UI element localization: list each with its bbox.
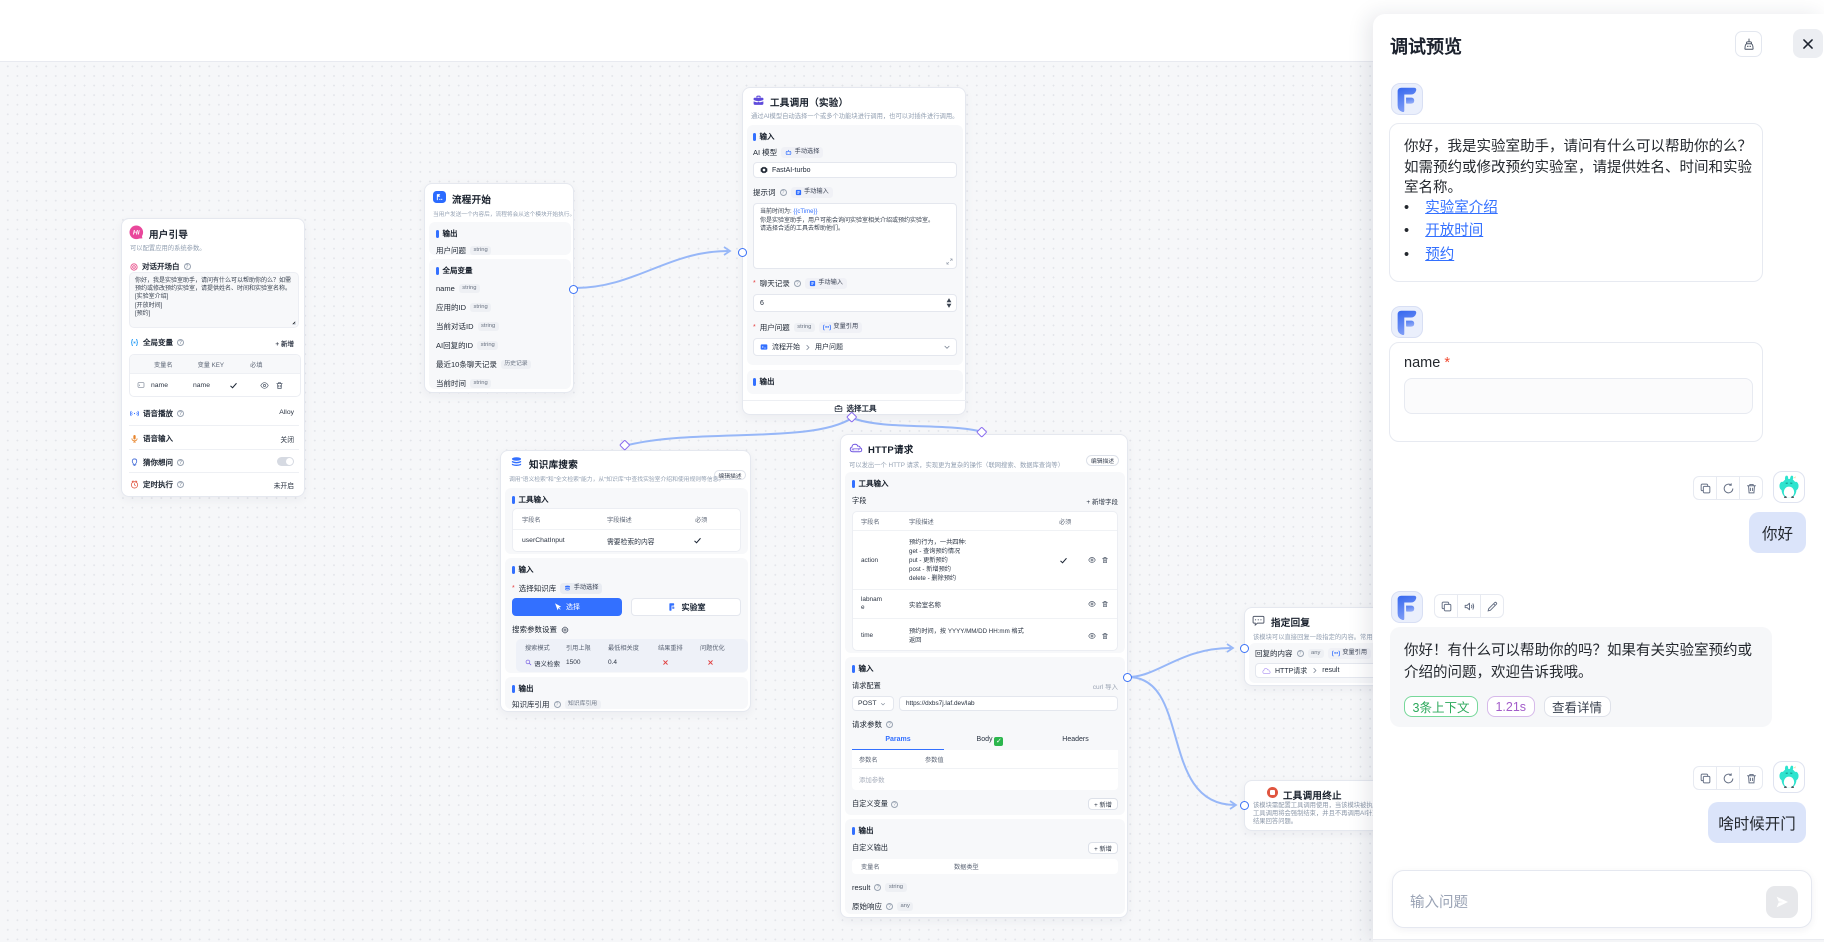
svg-text:Hi: Hi <box>133 229 140 236</box>
svg-text:HTTP: HTTP <box>852 447 861 451</box>
